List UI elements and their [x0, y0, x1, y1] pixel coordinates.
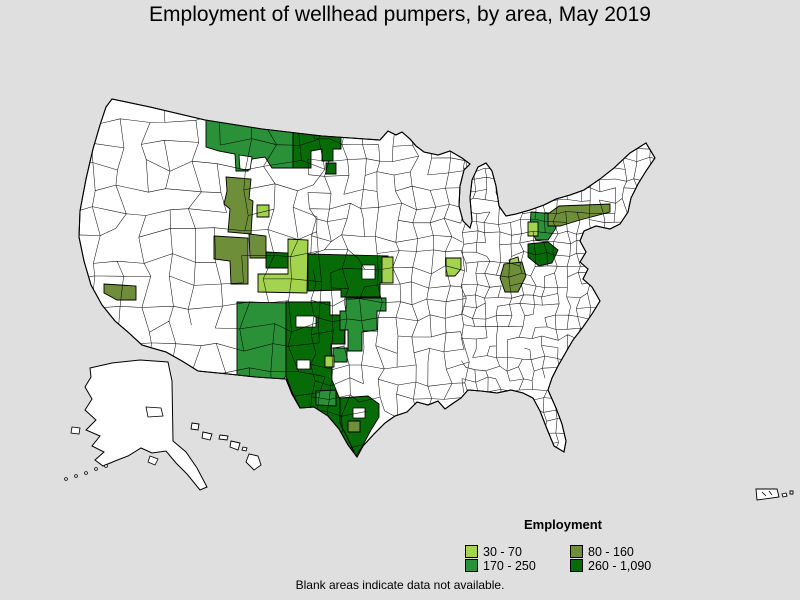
- legend-item: 260 - 1,090: [570, 558, 705, 573]
- map-region-txcoastolive: [347, 420, 361, 433]
- map-region-palight: [527, 221, 539, 237]
- map-region-paolive: [547, 203, 611, 227]
- puerto-rico: [781, 492, 788, 498]
- map-region-molight: [445, 257, 462, 277]
- map-nodata-patch: [295, 315, 317, 328]
- map-region-kyolive: [499, 261, 527, 293]
- legend-item: 170 - 250: [465, 558, 570, 573]
- hawaii-island: [190, 422, 200, 431]
- puerto-rico-area-lines: [761, 490, 773, 497]
- map-region-kslight: [381, 256, 394, 284]
- alaska: [84, 359, 208, 491]
- aleutian-island: [84, 471, 88, 475]
- footnote: Blank areas indicate data not available.: [295, 578, 505, 592]
- legend-label: 30 - 70: [483, 544, 522, 559]
- alaska-island: [147, 455, 159, 466]
- map-region-txlight: [324, 355, 335, 368]
- legend-swatch-bin2: [570, 545, 583, 558]
- legend: Employment 30 - 70 80 - 160 170 - 250 26…: [465, 517, 705, 573]
- aleutian-island: [94, 467, 98, 471]
- alaska-island: [70, 426, 81, 435]
- hawaii-island: [218, 434, 229, 441]
- map-nodata-patch: [296, 359, 311, 370]
- aleutian-island: [64, 477, 68, 481]
- alaska-island: [145, 406, 164, 418]
- figure-title: Employment of wellhead pumpers, by area,…: [149, 3, 651, 26]
- legend-items: 30 - 70 80 - 160 170 - 250 260 - 1,090: [465, 544, 705, 573]
- hawaii-island: [241, 446, 248, 452]
- legend-label: 170 - 250: [483, 558, 536, 573]
- legend-swatch-bin1: [465, 545, 478, 558]
- map-nodata-patch: [361, 264, 376, 280]
- map-region-wyoming: [223, 176, 254, 235]
- map-region-casmall: [103, 283, 137, 301]
- legend-title: Employment: [523, 517, 602, 532]
- map-nodata-patches: [238, 154, 376, 419]
- puerto-rico: [789, 490, 794, 495]
- map-nodata-patch: [238, 154, 253, 171]
- map-region-coeast: [257, 238, 309, 294]
- legend-label: 260 - 1,090: [588, 558, 652, 573]
- hawaii-island: [245, 453, 262, 471]
- legend-swatch-bin3: [465, 559, 478, 572]
- legend-item: 30 - 70: [465, 544, 570, 559]
- map-regions: [103, 118, 611, 457]
- map-region-ndwest: [292, 126, 342, 169]
- aleutian-island: [104, 464, 108, 468]
- hawaii-island: [201, 431, 213, 441]
- map-region-txsouthmed: [315, 389, 337, 407]
- map-region-cowestolive: [248, 233, 267, 259]
- legend-item: 80 - 160: [570, 544, 705, 559]
- map-region-wylight: [256, 204, 270, 218]
- map-region-utah: [213, 235, 249, 285]
- legend-label: 80 - 160: [588, 544, 634, 559]
- map-region-oktxmed: [339, 297, 387, 352]
- hawaii-island: [229, 440, 241, 451]
- legend-swatch-bin4: [570, 559, 583, 572]
- map-region-ndsmall: [325, 162, 337, 175]
- aleutian-island: [74, 474, 78, 478]
- puerto-rico: [755, 488, 780, 501]
- contiguous-us-outline: [78, 98, 656, 459]
